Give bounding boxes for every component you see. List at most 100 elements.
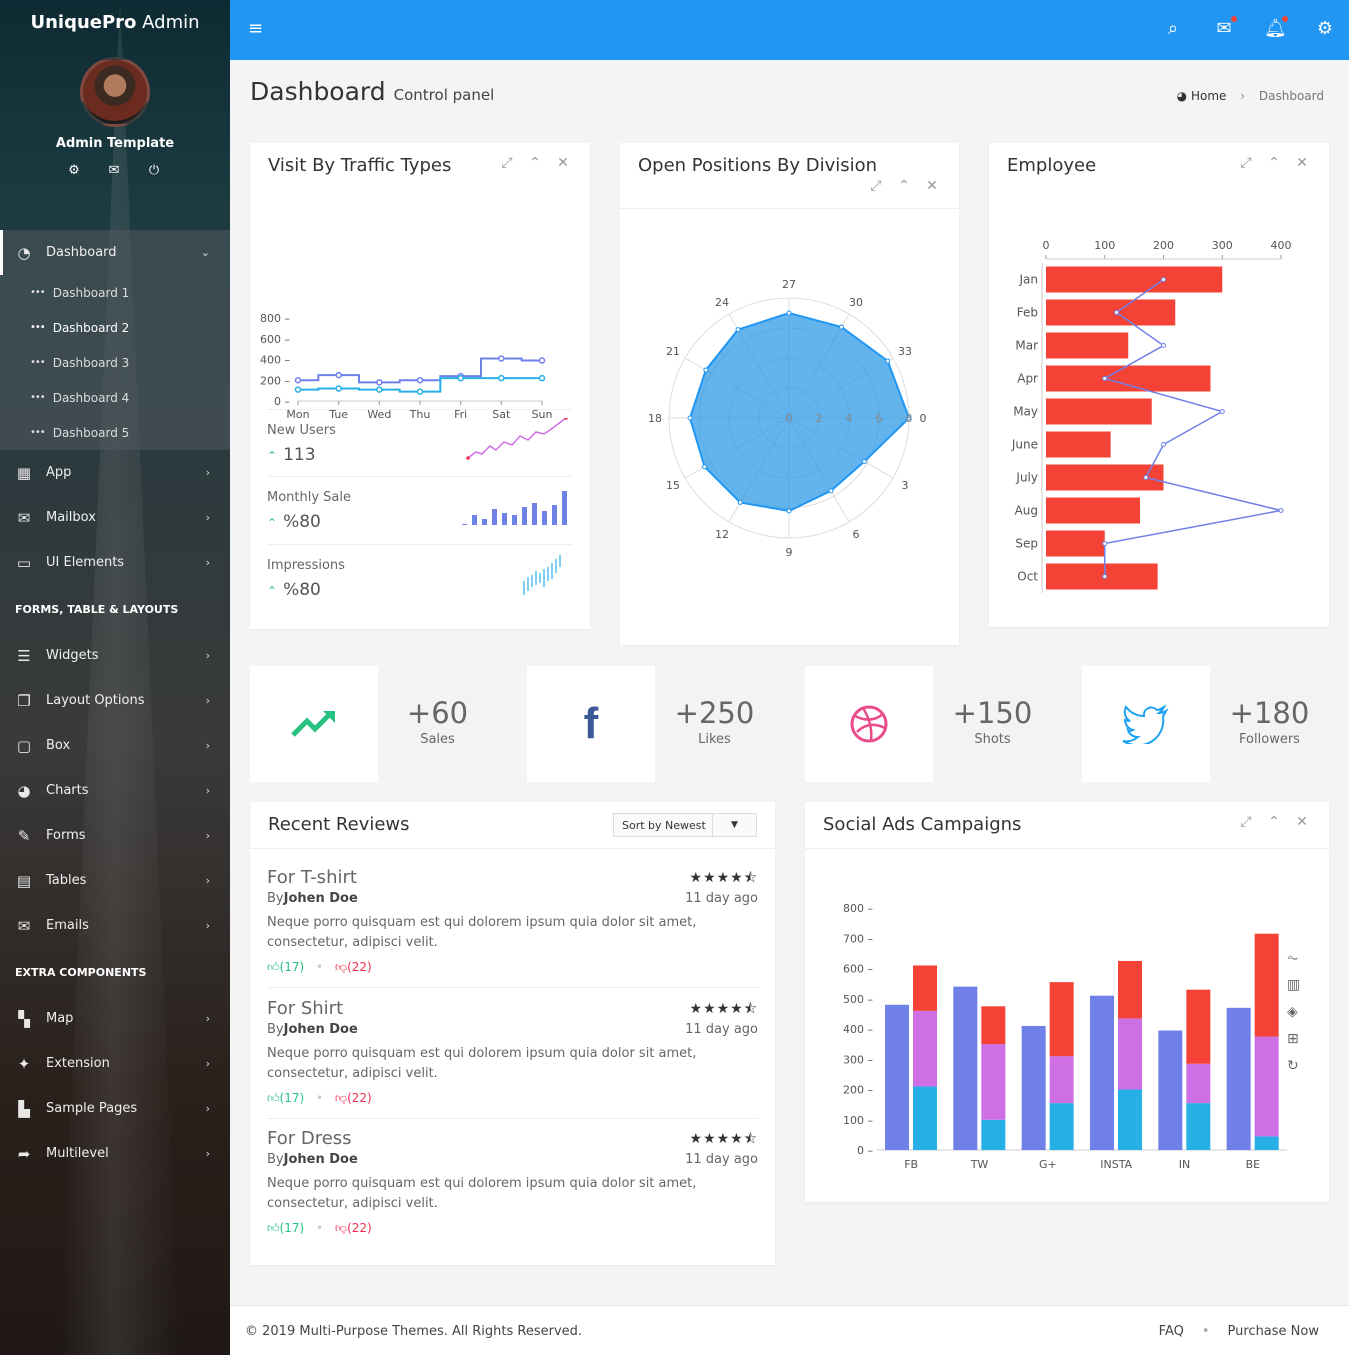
line-chart-toggle-icon[interactable]: ⏦	[1287, 950, 1299, 966]
dislike-button[interactable]: 👎︎(22)	[334, 1091, 372, 1105]
table-icon: ▤	[16, 871, 32, 890]
faq-link[interactable]: FAQ	[1158, 1324, 1184, 1339]
expand-icon[interactable]: ⤢	[870, 178, 882, 194]
sparkline-impressions	[523, 555, 561, 595]
sidebar-item-ui-elements[interactable]: ▭ UI Elements ›	[0, 540, 230, 585]
angle-tick-label: 27	[782, 278, 796, 291]
data-point	[538, 374, 546, 382]
y-tick-label: 100 –	[843, 1114, 873, 1127]
stat-value: +250	[674, 696, 755, 730]
stat-label: Shots	[974, 732, 1011, 747]
bar	[981, 1006, 1006, 1045]
purchase-link[interactable]: Purchase Now	[1227, 1324, 1319, 1339]
square-icon: ▢	[16, 736, 32, 755]
avatar[interactable]	[80, 57, 150, 127]
x-tick-label: Wed	[367, 408, 391, 421]
data-point	[906, 415, 912, 421]
sidebar-item-forms[interactable]: ✎ Forms ›	[0, 813, 230, 858]
y-tick-label: 400 –	[843, 1023, 873, 1036]
expand-icon[interactable]: ⤢	[1240, 155, 1252, 171]
sidebar-item-sample-pages[interactable]: ▙ Sample Pages ›	[0, 1086, 230, 1131]
section-header-forms: FORMS, TABLE & LAYOUTS	[15, 602, 179, 616]
x-tick-label: FB	[904, 1158, 918, 1171]
traffic-card: Visit By Traffic Types ⤢ ⌃ ✕ 0 – 200 – 400 –…	[250, 143, 590, 629]
settings-icon[interactable]: ⚙	[68, 163, 80, 178]
y-tick-label: Aug	[1015, 504, 1038, 518]
data-point	[1278, 508, 1284, 513]
sidebar-item-box[interactable]: ▢ Box ›	[0, 723, 230, 768]
sort-select[interactable]: Sort by Newest ▼	[613, 813, 757, 837]
sidebar-item-mailbox[interactable]: ✉ Mailbox ›	[0, 495, 230, 540]
hamburger-menu-icon[interactable]: ≡	[248, 18, 264, 39]
sidebar-item-extension[interactable]: ✦ Extension ›	[0, 1041, 230, 1086]
footer: © 2019 Multi-Purpose Themes. All Rights …	[230, 1305, 1349, 1355]
like-button[interactable]: 👍︎(17)	[267, 1091, 305, 1105]
sidebar-item-layout-options[interactable]: ❐ Layout Options ›	[0, 678, 230, 723]
bar-chart-toggle-icon[interactable]: ▥	[1287, 977, 1301, 993]
sidebar-item-emails[interactable]: ✉ Emails ›	[0, 903, 230, 948]
data-point	[1102, 574, 1108, 579]
breadcrumb-home[interactable]: Home	[1190, 89, 1227, 103]
y-tick-label: 500 –	[843, 993, 873, 1006]
like-button[interactable]: 👍︎(17)	[267, 1221, 305, 1235]
collapse-icon[interactable]: ⌃	[529, 155, 541, 171]
y-tick-label: 600 –	[843, 963, 873, 976]
dislike-button[interactable]: 👎︎(22)	[334, 1221, 372, 1235]
sidebar-item-widgets[interactable]: ☰ Widgets ›	[0, 633, 230, 678]
close-icon[interactable]: ✕	[1296, 814, 1308, 830]
sidebar-sub-dashboard-3[interactable]: ••• Dashboard 3	[30, 355, 130, 370]
close-icon[interactable]: ✕	[926, 178, 938, 194]
expand-icon[interactable]: ⤢	[1240, 814, 1252, 830]
sidebar-item-map[interactable]: ▚ Map ›	[0, 996, 230, 1041]
edit-icon: ✎	[17, 826, 31, 845]
restore-icon[interactable]: ↻	[1287, 1058, 1299, 1074]
sidebar-sub-dashboard-4[interactable]: ••• Dashboard 4	[30, 390, 130, 405]
review-author: Johen Doe	[283, 891, 358, 906]
close-icon[interactable]: ✕	[557, 155, 569, 171]
angle-tick-label: 3	[902, 479, 909, 492]
bar	[1118, 1089, 1142, 1150]
sidebar-item-multilevel[interactable]: ➦ Multilevel ›	[0, 1131, 230, 1176]
collapse-icon[interactable]: ⌃	[898, 178, 910, 194]
search-icon[interactable]: ⌕	[1167, 18, 1179, 39]
radial-tick-label: 0	[786, 412, 793, 425]
collapse-icon[interactable]: ⌃	[1268, 814, 1280, 830]
sidebar-sub-dashboard-1[interactable]: ••• Dashboard 1	[30, 285, 130, 300]
mail-icon[interactable]: ✉	[108, 163, 120, 178]
sidebar-sub-dashboard-5[interactable]: ••• Dashboard 5	[30, 425, 130, 440]
close-icon[interactable]: ✕	[1296, 155, 1308, 171]
chevron-right-icon: ›	[205, 556, 210, 569]
employee-card: Employee ⤢ ⌃ ✕ 0 100 200 300 400 Jan Feb Mar Apr Ma…	[989, 143, 1329, 627]
sidebar-item-tables[interactable]: ▤ Tables ›	[0, 858, 230, 903]
radial-tick-label: 2	[816, 412, 823, 425]
bar	[981, 1044, 1006, 1120]
power-icon[interactable]: ⏻	[148, 163, 160, 178]
expand-icon[interactable]: ⤢	[501, 155, 513, 171]
sidebar-sub-dashboard-2[interactable]: ••• Dashboard 2	[30, 320, 130, 335]
y-tick-label: Jan	[1019, 273, 1039, 287]
sidebar-item-app[interactable]: ▦ App ›	[0, 450, 230, 495]
stat-label: Likes	[698, 732, 731, 747]
x-tick-label: 400	[1271, 239, 1292, 252]
caret-down-icon: ▼	[712, 814, 756, 836]
thumbs-up-icon: 👍︎	[267, 1221, 280, 1235]
chevron-right-icon: ›	[205, 466, 210, 479]
sidebar-item-dashboard[interactable]: ◔ Dashboard ⌄	[0, 230, 230, 275]
like-button[interactable]: 👍︎(17)	[267, 960, 305, 974]
data-view-icon[interactable]: ⊞	[1287, 1031, 1299, 1047]
x-tick-label: 300	[1212, 239, 1233, 252]
dislike-button[interactable]: 👎︎(22)	[334, 960, 372, 974]
stat-label: Followers	[1239, 732, 1300, 747]
x-tick-label: Tue	[328, 408, 348, 421]
collapse-icon[interactable]: ⌃	[1268, 155, 1280, 171]
angle-tick-label: 18	[648, 412, 662, 425]
notifications-icon[interactable]: 🔔︎	[1264, 16, 1288, 39]
stack-toggle-icon[interactable]: ◈	[1287, 1004, 1298, 1020]
apps-icon: ▦	[16, 463, 32, 482]
card-title: Open Positions By Division	[638, 155, 878, 176]
sidebar-item-charts[interactable]: ◕ Charts ›	[0, 768, 230, 813]
bar	[1226, 1007, 1251, 1150]
messages-icon[interactable]: ✉	[1213, 16, 1237, 39]
app-logo[interactable]: UniquePro Admin	[30, 12, 200, 33]
settings-icon[interactable]: ⚙	[1316, 18, 1334, 39]
